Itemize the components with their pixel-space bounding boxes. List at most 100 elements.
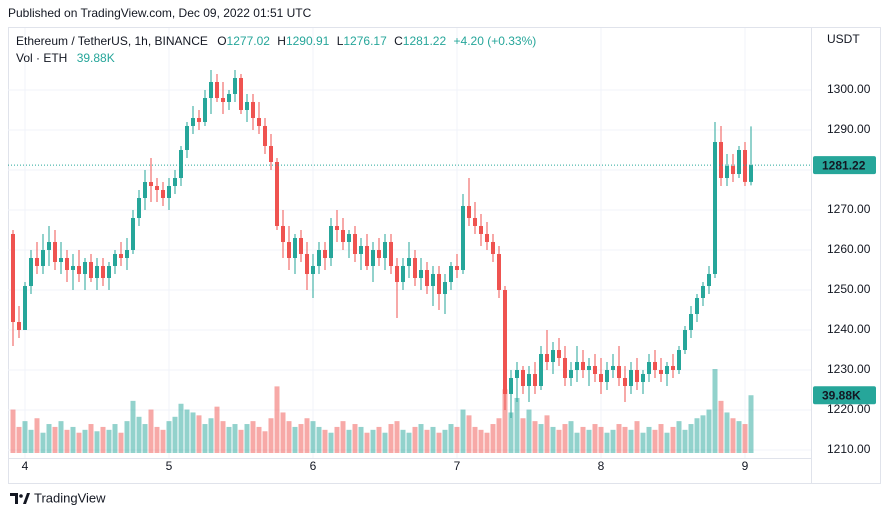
candle-body [209,82,213,98]
candle-body [473,218,477,226]
volume-bar [262,431,268,453]
candle-body [287,242,291,258]
volume-bar [436,432,442,453]
candle-body [305,254,309,274]
volume-bar [418,424,424,453]
x-tick-label: 9 [742,459,749,473]
volume-bar [142,424,148,453]
volume-bar [472,426,478,453]
candle-body [41,250,45,266]
candle-body [719,142,723,178]
volume-bar [208,418,214,453]
volume-bar [88,424,94,453]
volume-bar [718,400,724,453]
x-tick-label: 7 [454,459,461,473]
candle-body [635,370,639,382]
open-value: 1277.02 [227,34,271,48]
volume-bar [274,386,280,453]
volume-bar [106,429,112,453]
volume-bar [670,426,676,453]
symbol-title: Ethereum / TetherUS, 1h, BINANCE [16,34,208,48]
volume-bar [316,426,322,453]
brand-name: TradingView [34,490,106,505]
volume-bar [100,426,106,453]
volume-bar [682,429,688,453]
volume-bar [160,429,166,453]
currency-label: USDT [827,32,860,46]
logo-mark [10,493,18,504]
candle-body [59,258,63,262]
candle-body [605,370,609,382]
candle-body [371,250,375,266]
volume-bar [634,421,640,453]
candle-body [527,374,531,386]
volume-bar [124,421,130,453]
volume-bar [70,426,76,453]
y-tick-label: 1270.00 [827,202,871,216]
volume-bar [112,424,118,453]
volume-bar [568,421,574,453]
candle-body [317,250,321,266]
volume-bar [664,432,670,453]
volume-bar [244,424,250,453]
high-letter: H [277,34,286,48]
candle-body [335,226,339,230]
candle-body [515,370,519,378]
volume-bar [148,409,154,453]
volume-bar [28,429,34,453]
brand-logo: TradingView [10,490,106,505]
y-tick-label: 1210.00 [827,442,871,456]
candle-body [299,238,303,254]
candle-body [611,366,615,370]
volume-bar [466,415,472,453]
candle-body [173,178,177,186]
candle-body [47,242,51,250]
candle-body [701,286,705,298]
candle-body [491,242,495,254]
candle-body [245,102,249,110]
volume-bar [730,418,736,453]
candle-body [665,366,669,374]
candle-body [431,274,435,286]
volume-bar [256,426,262,453]
volume-bar [226,426,232,453]
volume-bar [604,432,610,453]
candle-body [689,314,693,330]
volume-bar [232,424,238,453]
volume-bar [694,418,700,453]
candle-body [443,282,447,294]
candle-body [167,186,171,198]
volume-bar [178,403,184,453]
volume-bar [610,429,616,453]
volume-bar [304,418,310,453]
candle-body [647,362,651,374]
volume-bar [64,429,70,453]
candle-body [749,165,753,182]
candle-body [119,254,123,258]
candle-body [329,226,333,258]
candle-body [713,142,717,274]
candle-body [545,354,549,362]
volume-bar [334,426,340,453]
volume-bar [652,429,658,453]
candle-body [653,362,657,370]
candle-body [437,274,441,294]
volume-bar [706,409,712,453]
volume-bar [190,412,196,453]
volume-bar [532,421,538,453]
volume-bar [454,426,460,453]
volume-bar [544,415,550,453]
legend: Ethereum / TetherUS, 1h, BINANCE O1277.0… [16,34,536,65]
last-price-label: 1281.22 [822,158,866,172]
candle-body [137,198,141,218]
volume-bar [502,389,508,453]
candle-body [155,186,159,190]
volume-bar [424,429,430,453]
candle-body [401,266,405,282]
volume-bar [640,432,646,453]
candle-body [575,362,579,370]
volume-bar [478,429,484,453]
y-tick-label: 1220.00 [827,402,871,416]
